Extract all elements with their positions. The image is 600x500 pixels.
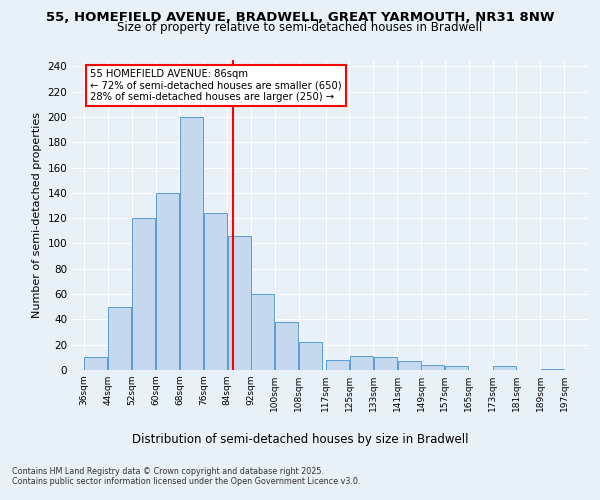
Bar bbox=[85, 358, 107, 370]
Bar bbox=[374, 358, 397, 370]
Bar bbox=[398, 361, 421, 370]
Bar bbox=[108, 306, 131, 370]
Text: Size of property relative to semi-detached houses in Bradwell: Size of property relative to semi-detach… bbox=[118, 21, 482, 34]
Bar bbox=[251, 294, 274, 370]
Bar bbox=[350, 356, 373, 370]
Bar bbox=[180, 117, 203, 370]
Bar bbox=[203, 213, 227, 370]
Bar bbox=[421, 365, 445, 370]
Bar bbox=[445, 366, 468, 370]
Bar bbox=[156, 193, 179, 370]
Bar bbox=[227, 236, 251, 370]
Text: 55, HOMEFIELD AVENUE, BRADWELL, GREAT YARMOUTH, NR31 8NW: 55, HOMEFIELD AVENUE, BRADWELL, GREAT YA… bbox=[46, 11, 554, 24]
Bar bbox=[326, 360, 349, 370]
Text: Contains public sector information licensed under the Open Government Licence v3: Contains public sector information licen… bbox=[12, 478, 361, 486]
Text: 55 HOMEFIELD AVENUE: 86sqm
← 72% of semi-detached houses are smaller (650)
28% o: 55 HOMEFIELD AVENUE: 86sqm ← 72% of semi… bbox=[90, 69, 341, 102]
Text: Contains HM Land Registry data © Crown copyright and database right 2025.: Contains HM Land Registry data © Crown c… bbox=[12, 468, 324, 476]
Bar bbox=[541, 368, 563, 370]
Y-axis label: Number of semi-detached properties: Number of semi-detached properties bbox=[32, 112, 42, 318]
Bar bbox=[493, 366, 516, 370]
Bar bbox=[299, 342, 322, 370]
Bar bbox=[275, 322, 298, 370]
Bar bbox=[132, 218, 155, 370]
Text: Distribution of semi-detached houses by size in Bradwell: Distribution of semi-detached houses by … bbox=[132, 432, 468, 446]
